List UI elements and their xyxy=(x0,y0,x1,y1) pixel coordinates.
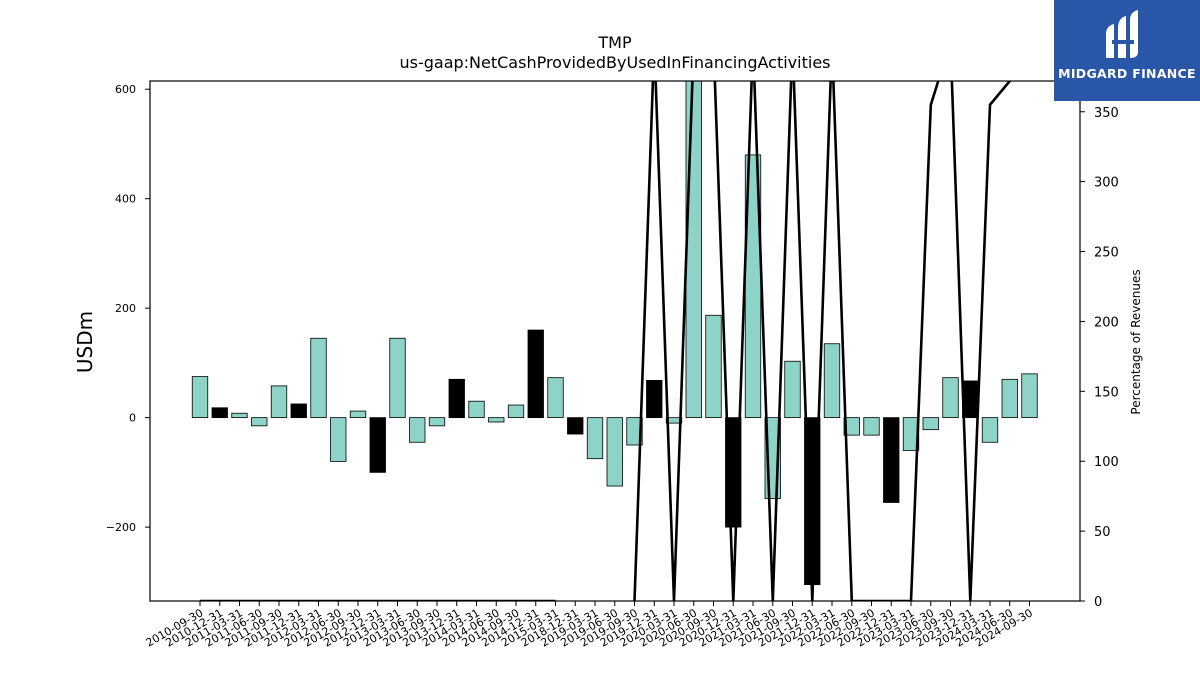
bar-2020-09-30 xyxy=(705,314,722,419)
bar-2019-12-31 xyxy=(646,380,663,419)
plot-frame xyxy=(149,80,1081,602)
bar-2012-12-31 xyxy=(369,417,386,473)
y-tick-right-label: 300 xyxy=(1094,176,1119,191)
y-tick-left-label: 600 xyxy=(115,83,136,96)
bar-2012-06-30 xyxy=(330,417,347,462)
bar-2022-06-30 xyxy=(843,417,860,436)
y-tick-left-label: −200 xyxy=(106,521,136,534)
bar-2019-03-31 xyxy=(586,417,604,460)
bar-2014-12-31 xyxy=(527,329,544,419)
y-tick-right-label: 0 xyxy=(1094,595,1102,610)
bar-2023-06-30 xyxy=(922,417,939,431)
chart-subtitle: us-gaap:NetCashProvidedByUsedInFinancing… xyxy=(399,53,830,72)
bar-2011-12-31 xyxy=(290,403,307,419)
bar-2013-12-31 xyxy=(448,378,465,419)
bar-2018-12-31 xyxy=(567,417,584,435)
y-tick-right-label: 200 xyxy=(1094,315,1119,330)
y-tick-right-label: 250 xyxy=(1094,246,1119,261)
bar-2015-03-31 xyxy=(547,377,564,419)
logo-mark-icon xyxy=(1106,10,1138,58)
brand-logo: MIDGARD FINANCE xyxy=(1054,0,1200,101)
y-tick-right-label: 150 xyxy=(1094,385,1119,400)
y-tick-left-label: 400 xyxy=(115,193,136,206)
y-tick-right-label: 350 xyxy=(1094,106,1119,121)
bar-2023-09-30 xyxy=(942,377,959,419)
bar-2011-06-30 xyxy=(251,417,268,427)
logo-text: MIDGARD FINANCE xyxy=(1058,66,1196,81)
y-tick-right-label: 100 xyxy=(1094,455,1119,470)
bar-2014-06-30 xyxy=(488,417,505,423)
y-axis-label-left: USDm xyxy=(73,311,97,373)
bar-2019-06-30 xyxy=(606,417,623,487)
bar-2012-09-30 xyxy=(349,410,367,419)
percentage-of-revenues-line xyxy=(200,81,1013,601)
bar-2011-09-30 xyxy=(270,385,288,419)
bar-2010-09-30 xyxy=(191,376,209,419)
bar-2024-09-30 xyxy=(1021,373,1038,419)
bar-2011-03-31 xyxy=(231,412,248,419)
bar-2020-03-31 xyxy=(665,417,683,424)
bar-2022-03-31 xyxy=(823,343,841,419)
bar-2014-09-30 xyxy=(507,404,525,419)
bar-2024-06-30 xyxy=(1001,378,1018,419)
bar-2022-09-30 xyxy=(863,417,880,436)
bar-2010-12-31 xyxy=(211,407,228,419)
bar-2021-09-30 xyxy=(784,360,801,419)
y-tick-left-label: 200 xyxy=(115,302,136,315)
y-tick-left-label: 0 xyxy=(129,412,136,425)
bar-2013-06-30 xyxy=(409,417,426,443)
y-axis-label-right: Percentage of Revenues xyxy=(1129,269,1143,414)
bar-2019-09-30 xyxy=(626,417,643,446)
bar-2012-03-31 xyxy=(310,337,327,419)
bar-2024-03-31 xyxy=(981,417,999,443)
bar-2022-12-31 xyxy=(883,417,900,503)
bar-2013-09-30 xyxy=(428,417,446,427)
chart-title: TMP xyxy=(597,33,632,52)
y-tick-right-label: 50 xyxy=(1094,525,1111,540)
bar-2013-03-31 xyxy=(389,337,406,419)
bar-2014-03-31 xyxy=(468,400,485,419)
